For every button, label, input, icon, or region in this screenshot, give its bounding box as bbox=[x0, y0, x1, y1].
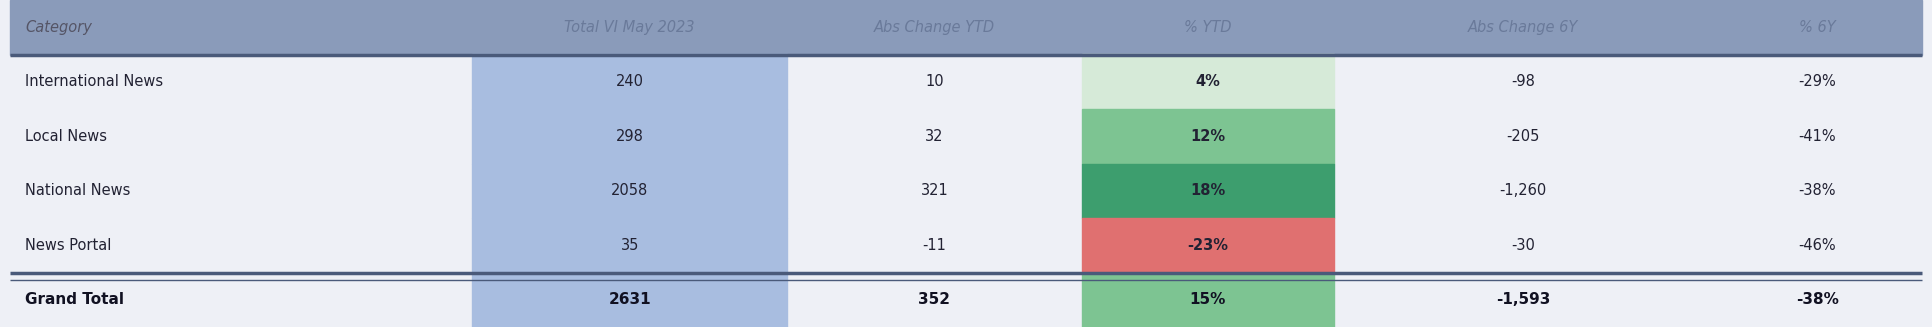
Text: 2631: 2631 bbox=[609, 292, 651, 307]
Text: 4%: 4% bbox=[1196, 74, 1221, 89]
Text: -23%: -23% bbox=[1186, 238, 1229, 253]
Text: Local News: Local News bbox=[25, 129, 106, 144]
Text: 240: 240 bbox=[616, 74, 643, 89]
Text: % YTD: % YTD bbox=[1184, 20, 1231, 35]
Text: -1,593: -1,593 bbox=[1495, 292, 1549, 307]
Bar bbox=[1082, 109, 1333, 164]
Text: -98: -98 bbox=[1511, 74, 1534, 89]
Text: 2058: 2058 bbox=[611, 183, 649, 198]
Bar bbox=[1082, 218, 1333, 272]
Text: National News: National News bbox=[25, 183, 131, 198]
Text: -41%: -41% bbox=[1799, 129, 1835, 144]
Text: 352: 352 bbox=[918, 292, 951, 307]
Text: -38%: -38% bbox=[1799, 183, 1835, 198]
Bar bbox=[471, 55, 788, 109]
Text: 15%: 15% bbox=[1190, 292, 1227, 307]
Text: % 6Y: % 6Y bbox=[1799, 20, 1835, 35]
Bar bbox=[1082, 55, 1333, 109]
Bar bbox=[10, 0, 1922, 55]
Text: -38%: -38% bbox=[1797, 292, 1839, 307]
Text: Abs Change 6Y: Abs Change 6Y bbox=[1468, 20, 1578, 35]
Bar bbox=[471, 218, 788, 272]
Bar bbox=[1082, 272, 1333, 327]
Text: Abs Change YTD: Abs Change YTD bbox=[873, 20, 995, 35]
Bar bbox=[471, 109, 788, 164]
Text: 12%: 12% bbox=[1190, 129, 1225, 144]
Text: Grand Total: Grand Total bbox=[25, 292, 124, 307]
Text: 18%: 18% bbox=[1190, 183, 1225, 198]
Text: 321: 321 bbox=[920, 183, 949, 198]
Text: 298: 298 bbox=[616, 129, 643, 144]
Text: International News: International News bbox=[25, 74, 162, 89]
Text: Category: Category bbox=[25, 20, 93, 35]
Text: 35: 35 bbox=[620, 238, 639, 253]
Text: -30: -30 bbox=[1511, 238, 1534, 253]
Text: -11: -11 bbox=[923, 238, 947, 253]
Bar bbox=[1082, 164, 1333, 218]
Bar bbox=[471, 272, 788, 327]
Text: Total VI May 2023: Total VI May 2023 bbox=[564, 20, 696, 35]
Text: -29%: -29% bbox=[1799, 74, 1835, 89]
Text: 32: 32 bbox=[925, 129, 943, 144]
Bar bbox=[471, 164, 788, 218]
Text: 10: 10 bbox=[925, 74, 945, 89]
Text: -205: -205 bbox=[1507, 129, 1540, 144]
Text: News Portal: News Portal bbox=[25, 238, 112, 253]
Text: -1,260: -1,260 bbox=[1499, 183, 1548, 198]
Text: -46%: -46% bbox=[1799, 238, 1835, 253]
